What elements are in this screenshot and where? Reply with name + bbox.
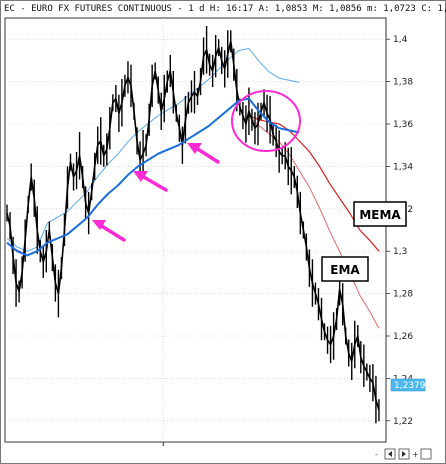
y-tick-label: 1,22 <box>393 417 413 427</box>
y-tick-label: 1,38 <box>393 78 413 88</box>
y-tick-label: 1,28 <box>393 290 413 300</box>
callout-mema: MEMA <box>353 201 407 227</box>
maximize-icon[interactable] <box>420 448 432 460</box>
y-tick-label: 1,36 <box>393 120 413 130</box>
zoom-minus-button[interactable]: - <box>375 450 378 459</box>
y-tick-label: 1,3 <box>393 247 407 257</box>
annotation-arrow-1 <box>92 220 126 242</box>
last-price-text: 1,2379 <box>394 381 426 391</box>
series-line-ema <box>6 97 300 257</box>
header-title: EC - EURO FX FUTURES CONTINUOUS - 1 d H:… <box>4 4 446 14</box>
zoom-plus-button[interactable]: + <box>412 450 419 459</box>
y-tick-label: 1,34 <box>393 162 413 172</box>
callout-mema-label: MEMA <box>359 208 401 222</box>
annotation-circle <box>231 90 301 152</box>
y-tick-label: 1,26 <box>393 332 413 342</box>
annotation-arrow-3 <box>187 143 220 164</box>
series-layer <box>6 26 380 424</box>
series-line-ema-fast <box>6 48 300 252</box>
grid <box>5 18 386 442</box>
series-line-price <box>6 40 380 411</box>
y-tick-label: 1,4 <box>393 35 408 45</box>
header-bar <box>1 1 445 16</box>
footer-bar <box>1 446 445 463</box>
zoom-controls: - + <box>375 448 432 460</box>
plot-area <box>4 17 387 443</box>
annotation-arrow-2 <box>133 171 168 192</box>
callout-ema: EMA <box>321 256 369 282</box>
callout-ema-label: EMA <box>330 263 360 277</box>
last-price-badge: 1,2379 <box>390 378 426 392</box>
